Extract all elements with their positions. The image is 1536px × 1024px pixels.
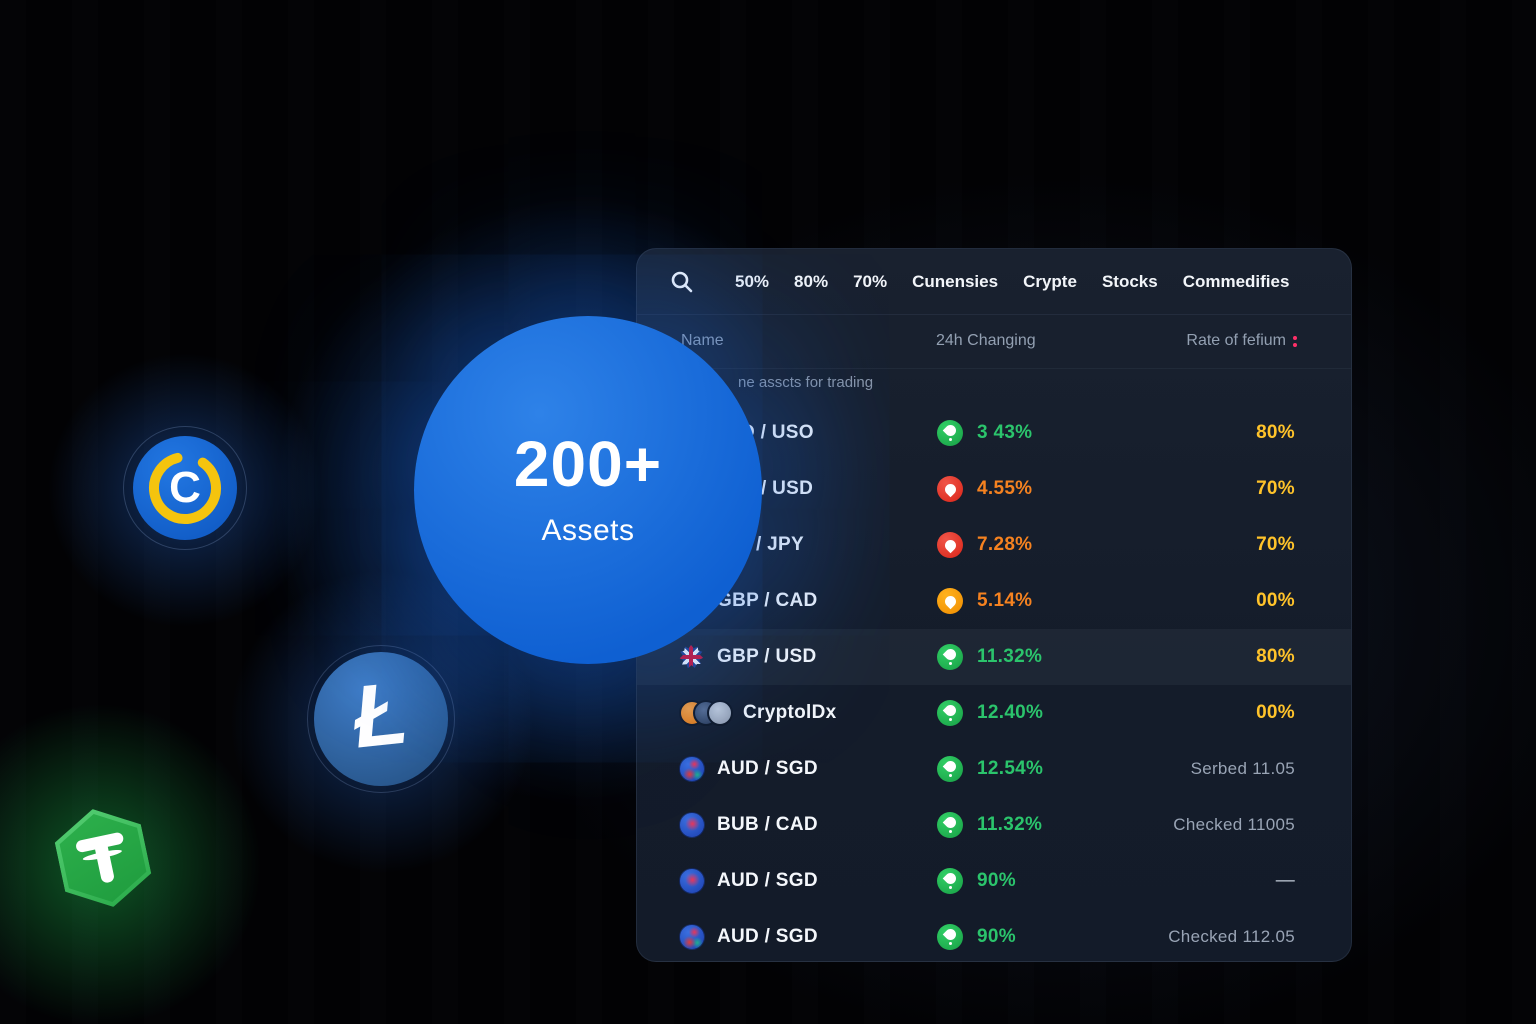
asset-name: GBP / CAD — [717, 590, 818, 611]
table-row-highlighted[interactable]: GBP / USD 11.32% 80% — [637, 629, 1351, 685]
tab-commedifies[interactable]: Commedifies — [1182, 271, 1290, 291]
change-value: 90% — [977, 870, 1016, 891]
globe-flag-icon — [679, 756, 705, 782]
filter-tab-70[interactable]: 70% — [853, 271, 888, 291]
cryptoldx-coins-icon — [679, 700, 733, 726]
change-value: 3 43% — [977, 422, 1033, 443]
rate-value: 80% — [1256, 422, 1295, 443]
rate-value: 80% — [1256, 646, 1295, 667]
trend-up-icon — [937, 756, 963, 782]
search-icon[interactable] — [669, 269, 695, 295]
c-coin-icon: C — [123, 426, 247, 550]
trend-up-icon — [937, 420, 963, 446]
c-coin-letter: C — [169, 463, 201, 512]
change-value: 11.32% — [977, 646, 1043, 667]
table-group-label: ne asscts for trading — [738, 374, 874, 391]
trend-up-icon — [937, 924, 963, 950]
asset-name: / USD — [761, 478, 814, 499]
change-value: 90% — [977, 926, 1016, 947]
asset-name: AUD / SGD — [717, 870, 818, 891]
tab-cunensies[interactable]: Cunensies — [912, 271, 999, 291]
litecoin-glyph: Ł — [348, 662, 413, 767]
rate-value: 00% — [1256, 702, 1295, 723]
change-value: 12.54% — [977, 758, 1044, 779]
trading-panel: 50% 80% 70% Cunensies Crypte Stocks Comm… — [636, 248, 1352, 962]
rate-value: 70% — [1256, 534, 1295, 555]
tether-hexagon — [50, 805, 157, 912]
tab-crypte[interactable]: Crypte — [1023, 271, 1077, 291]
table-row[interactable]: CryptolDx 12.40% 00% — [637, 685, 1351, 741]
column-header-rate-of-fefium[interactable]: Rate of fefium — [1186, 332, 1297, 350]
table-row[interactable]: GBP / CAD 5.14% 00% — [637, 573, 1351, 629]
change-value: 5.14% — [977, 590, 1033, 611]
tether-t-glyph — [71, 826, 135, 890]
rate-note: Checked 112.05 — [1168, 927, 1295, 946]
table-row[interactable]: AUD / SGD 90% — — [637, 853, 1351, 909]
globe-flag-icon — [679, 868, 705, 894]
tab-stocks[interactable]: Stocks — [1101, 271, 1158, 291]
asset-name: BUB / CAD — [717, 814, 818, 835]
assets-label: Assets — [541, 514, 635, 547]
filter-bar: 50% 80% 70% Cunensies Crypte Stocks Comm… — [637, 249, 1351, 315]
tether-icon — [44, 799, 163, 918]
change-value: 4.55% — [977, 478, 1033, 499]
trend-down-icon — [937, 532, 963, 558]
table-row[interactable]: AUD / SGD 12.54% Serbed 11.05 — [637, 741, 1351, 797]
trend-up-icon — [937, 644, 963, 670]
table-row[interactable]: AUD / SGD 90% Checked 112.05 — [637, 909, 1351, 965]
litecoin-icon: Ł — [307, 645, 455, 793]
globe-flag-icon — [679, 812, 705, 838]
change-value: 12.40% — [977, 702, 1044, 723]
trend-warn-icon — [937, 588, 963, 614]
trend-up-icon — [937, 868, 963, 894]
asset-name: AUD / SGD — [717, 758, 818, 779]
assets-count-badge: 200+ Assets — [414, 316, 762, 664]
change-value: 7.28% — [977, 534, 1033, 555]
table-header: Name 24h Changing Rate of fefium — [637, 315, 1351, 369]
trend-up-icon — [937, 812, 963, 838]
filter-tab-80[interactable]: 80% — [794, 271, 829, 291]
column-header-24h-changing: 24h Changing — [936, 332, 1036, 349]
asset-name: AUD / SGD — [717, 926, 818, 947]
rate-value: 70% — [1256, 478, 1295, 499]
globe-flag-icon — [679, 924, 705, 950]
trend-up-icon — [937, 700, 963, 726]
filter-tab-50[interactable]: 50% — [735, 271, 770, 291]
trend-down-icon — [937, 476, 963, 502]
assets-count: 200+ — [513, 428, 663, 500]
gbp-flag-icon — [679, 645, 703, 669]
rate-note: Checked 11005 — [1173, 815, 1295, 834]
rate-note: Serbed 11.05 — [1190, 759, 1295, 778]
change-value: 11.32% — [977, 814, 1043, 835]
asset-name: / JPY — [756, 534, 804, 555]
rate-empty-dash: — — [1275, 870, 1295, 891]
rate-value: 00% — [1256, 590, 1295, 611]
table-row[interactable]: BUB / CAD 11.32% Checked 11005 — [637, 797, 1351, 853]
sort-dots-icon — [1293, 335, 1297, 347]
asset-name: CryptolDx — [743, 702, 837, 723]
asset-name: GBP / USD — [717, 646, 817, 667]
